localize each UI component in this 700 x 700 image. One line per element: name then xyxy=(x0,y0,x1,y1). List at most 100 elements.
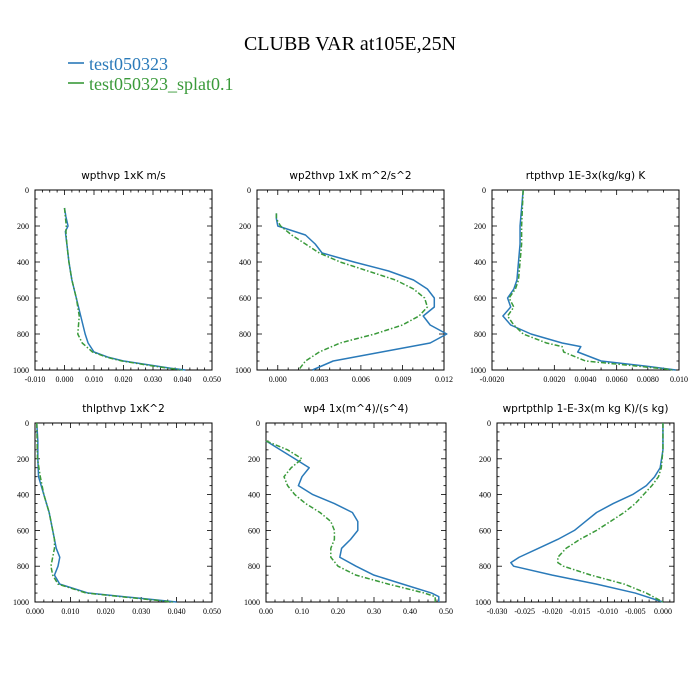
x-tick-label: 0.10 xyxy=(295,607,309,616)
x-tick-label: 0.010 xyxy=(670,375,688,384)
x-tick-label: 0.009 xyxy=(393,375,411,384)
y-tick-label: 400 xyxy=(248,491,260,500)
x-tick-label: 0.0060 xyxy=(606,375,628,384)
series-line-test050323 xyxy=(510,423,664,603)
panel-3: rtpthvp 1E-3x(kg/kg) K 0 200 400 600 800 1000-… xyxy=(470,170,688,384)
y-tick-label: 400 xyxy=(474,258,486,267)
x-tick-label: 0.000 xyxy=(26,607,44,616)
x-tick-label: 0.0080 xyxy=(637,375,659,384)
y-tick-label: 1000 xyxy=(13,598,29,607)
x-tick-label: 0.50 xyxy=(439,607,453,616)
x-tick-label: -0.0020 xyxy=(480,375,505,384)
y-tick-label: 800 xyxy=(239,330,251,339)
y-tick-label: 200 xyxy=(17,455,29,464)
x-tick-label: 0.0040 xyxy=(575,375,597,384)
x-tick-label: 0.040 xyxy=(174,375,192,384)
y-tick-label: 200 xyxy=(474,222,486,231)
plot-frame xyxy=(256,189,445,371)
y-tick-label: 1000 xyxy=(470,366,486,375)
y-tick-label: 600 xyxy=(248,526,260,535)
panel-title: wpthvp 1xK m/s xyxy=(81,170,166,182)
y-tick-label: 400 xyxy=(479,491,491,500)
series-line-test050323 xyxy=(502,189,676,371)
x-tick-label: -0.020 xyxy=(542,607,563,616)
series-line-test050323 xyxy=(265,440,440,602)
plot-frame xyxy=(491,189,680,371)
y-tick-label: 800 xyxy=(248,562,260,571)
y-tick-label: 1000 xyxy=(13,366,29,375)
x-tick-label: 0.30 xyxy=(367,607,381,616)
series-line-splat0.1 xyxy=(36,422,174,603)
y-tick-label: 600 xyxy=(239,294,251,303)
panel-6: wprtpthlp 1-E-3x(m kg K)/(s kg) 0 200 400 60… xyxy=(475,403,675,616)
x-tick-label: 0.00 xyxy=(259,607,273,616)
y-tick-label: 400 xyxy=(239,258,251,267)
x-tick-label: 0.003 xyxy=(310,375,328,384)
x-tick-label: -0.005 xyxy=(625,607,646,616)
y-tick-label: 1000 xyxy=(235,366,251,375)
x-tick-label: 0.006 xyxy=(352,375,370,384)
series-line-splat0.1 xyxy=(63,207,183,371)
panel-2: wp2thvp 1xK m^2/s^2 0 200 400 600 800 1000 0.00… xyxy=(235,170,453,384)
figure-legend: test050323 test050323_splat0.1 xyxy=(68,54,234,94)
y-tick-label: 0 xyxy=(482,186,486,195)
legend-label-0: test050323 xyxy=(89,54,168,74)
x-tick-label: 0.040 xyxy=(168,607,186,616)
series-line-splat0.1 xyxy=(506,189,675,371)
x-tick-label: 0.010 xyxy=(61,607,79,616)
y-tick-label: 800 xyxy=(17,330,29,339)
series-line-test050323 xyxy=(275,213,448,371)
x-tick-label: 0.050 xyxy=(203,607,221,616)
plot-frame xyxy=(496,422,675,603)
y-tick-label: 0 xyxy=(25,186,29,195)
x-tick-label: 0.030 xyxy=(132,607,150,616)
panel-title: rtpthvp 1E-3x(kg/kg) K xyxy=(526,170,647,182)
x-tick-label: 0.000 xyxy=(269,375,287,384)
series-line-test050323 xyxy=(63,207,186,371)
y-tick-label: 600 xyxy=(17,294,29,303)
series-line-splat0.1 xyxy=(557,423,664,603)
legend-label-1: test050323_splat0.1 xyxy=(89,74,234,94)
y-tick-label: 0 xyxy=(487,419,491,428)
y-tick-label: 1000 xyxy=(244,598,260,607)
x-tick-label: 0.012 xyxy=(435,375,453,384)
x-tick-label: -0.030 xyxy=(487,607,508,616)
x-tick-label: -0.025 xyxy=(514,607,535,616)
y-tick-label: 0 xyxy=(256,419,260,428)
y-tick-label: 600 xyxy=(474,294,486,303)
y-tick-label: 200 xyxy=(479,455,491,464)
x-tick-label: 0.40 xyxy=(403,607,417,616)
x-tick-label: 0.000 xyxy=(56,375,74,384)
y-tick-label: 800 xyxy=(474,330,486,339)
panel-title: thlpthvp 1xK^2 xyxy=(82,403,165,415)
y-tick-label: 0 xyxy=(247,186,251,195)
x-tick-label: -0.010 xyxy=(597,607,618,616)
y-tick-label: 200 xyxy=(248,455,260,464)
y-tick-label: 800 xyxy=(479,562,491,571)
panel-1: wpthvp 1xK m/s 0 200 400 600 800 1000-0.010 0.0… xyxy=(13,170,221,384)
x-tick-label: 0.000 xyxy=(654,607,672,616)
y-tick-label: 600 xyxy=(479,526,491,535)
x-tick-label: -0.010 xyxy=(25,375,46,384)
y-tick-label: 600 xyxy=(17,526,29,535)
figure-title: CLUBB VAR at105E,25N xyxy=(244,33,456,55)
y-tick-label: 0 xyxy=(25,419,29,428)
x-tick-label: 0.020 xyxy=(115,375,133,384)
x-tick-label: 0.20 xyxy=(331,607,345,616)
x-tick-label: 0.050 xyxy=(203,375,221,384)
panel-title: wp2thvp 1xK m^2/s^2 xyxy=(289,170,411,182)
y-tick-label: 1000 xyxy=(475,598,491,607)
panel-title: wp4 1x(m^4)/(s^4) xyxy=(304,403,409,415)
y-tick-label: 800 xyxy=(17,562,29,571)
panel-title: wprtpthlp 1-E-3x(m kg K)/(s kg) xyxy=(503,403,669,415)
y-tick-label: 400 xyxy=(17,491,29,500)
plot-frame xyxy=(34,189,213,371)
y-tick-label: 200 xyxy=(17,222,29,231)
series-line-test050323 xyxy=(36,422,177,603)
x-tick-label: 0.010 xyxy=(85,375,103,384)
y-tick-label: 400 xyxy=(17,258,29,267)
x-tick-label: -0.015 xyxy=(570,607,591,616)
